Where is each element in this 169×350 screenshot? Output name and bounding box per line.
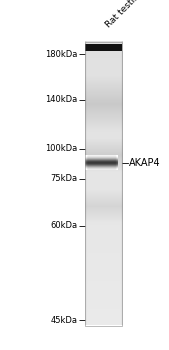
Text: 140kDa: 140kDa <box>45 95 78 104</box>
Text: AKAP4: AKAP4 <box>129 158 161 168</box>
Text: 180kDa: 180kDa <box>45 50 78 59</box>
Text: 100kDa: 100kDa <box>45 144 78 153</box>
Bar <box>84 42 122 326</box>
Text: 75kDa: 75kDa <box>51 174 78 183</box>
Text: 45kDa: 45kDa <box>51 316 78 325</box>
Bar <box>84 44 122 51</box>
Text: Rat testis: Rat testis <box>104 0 141 30</box>
Text: 60kDa: 60kDa <box>51 221 78 230</box>
